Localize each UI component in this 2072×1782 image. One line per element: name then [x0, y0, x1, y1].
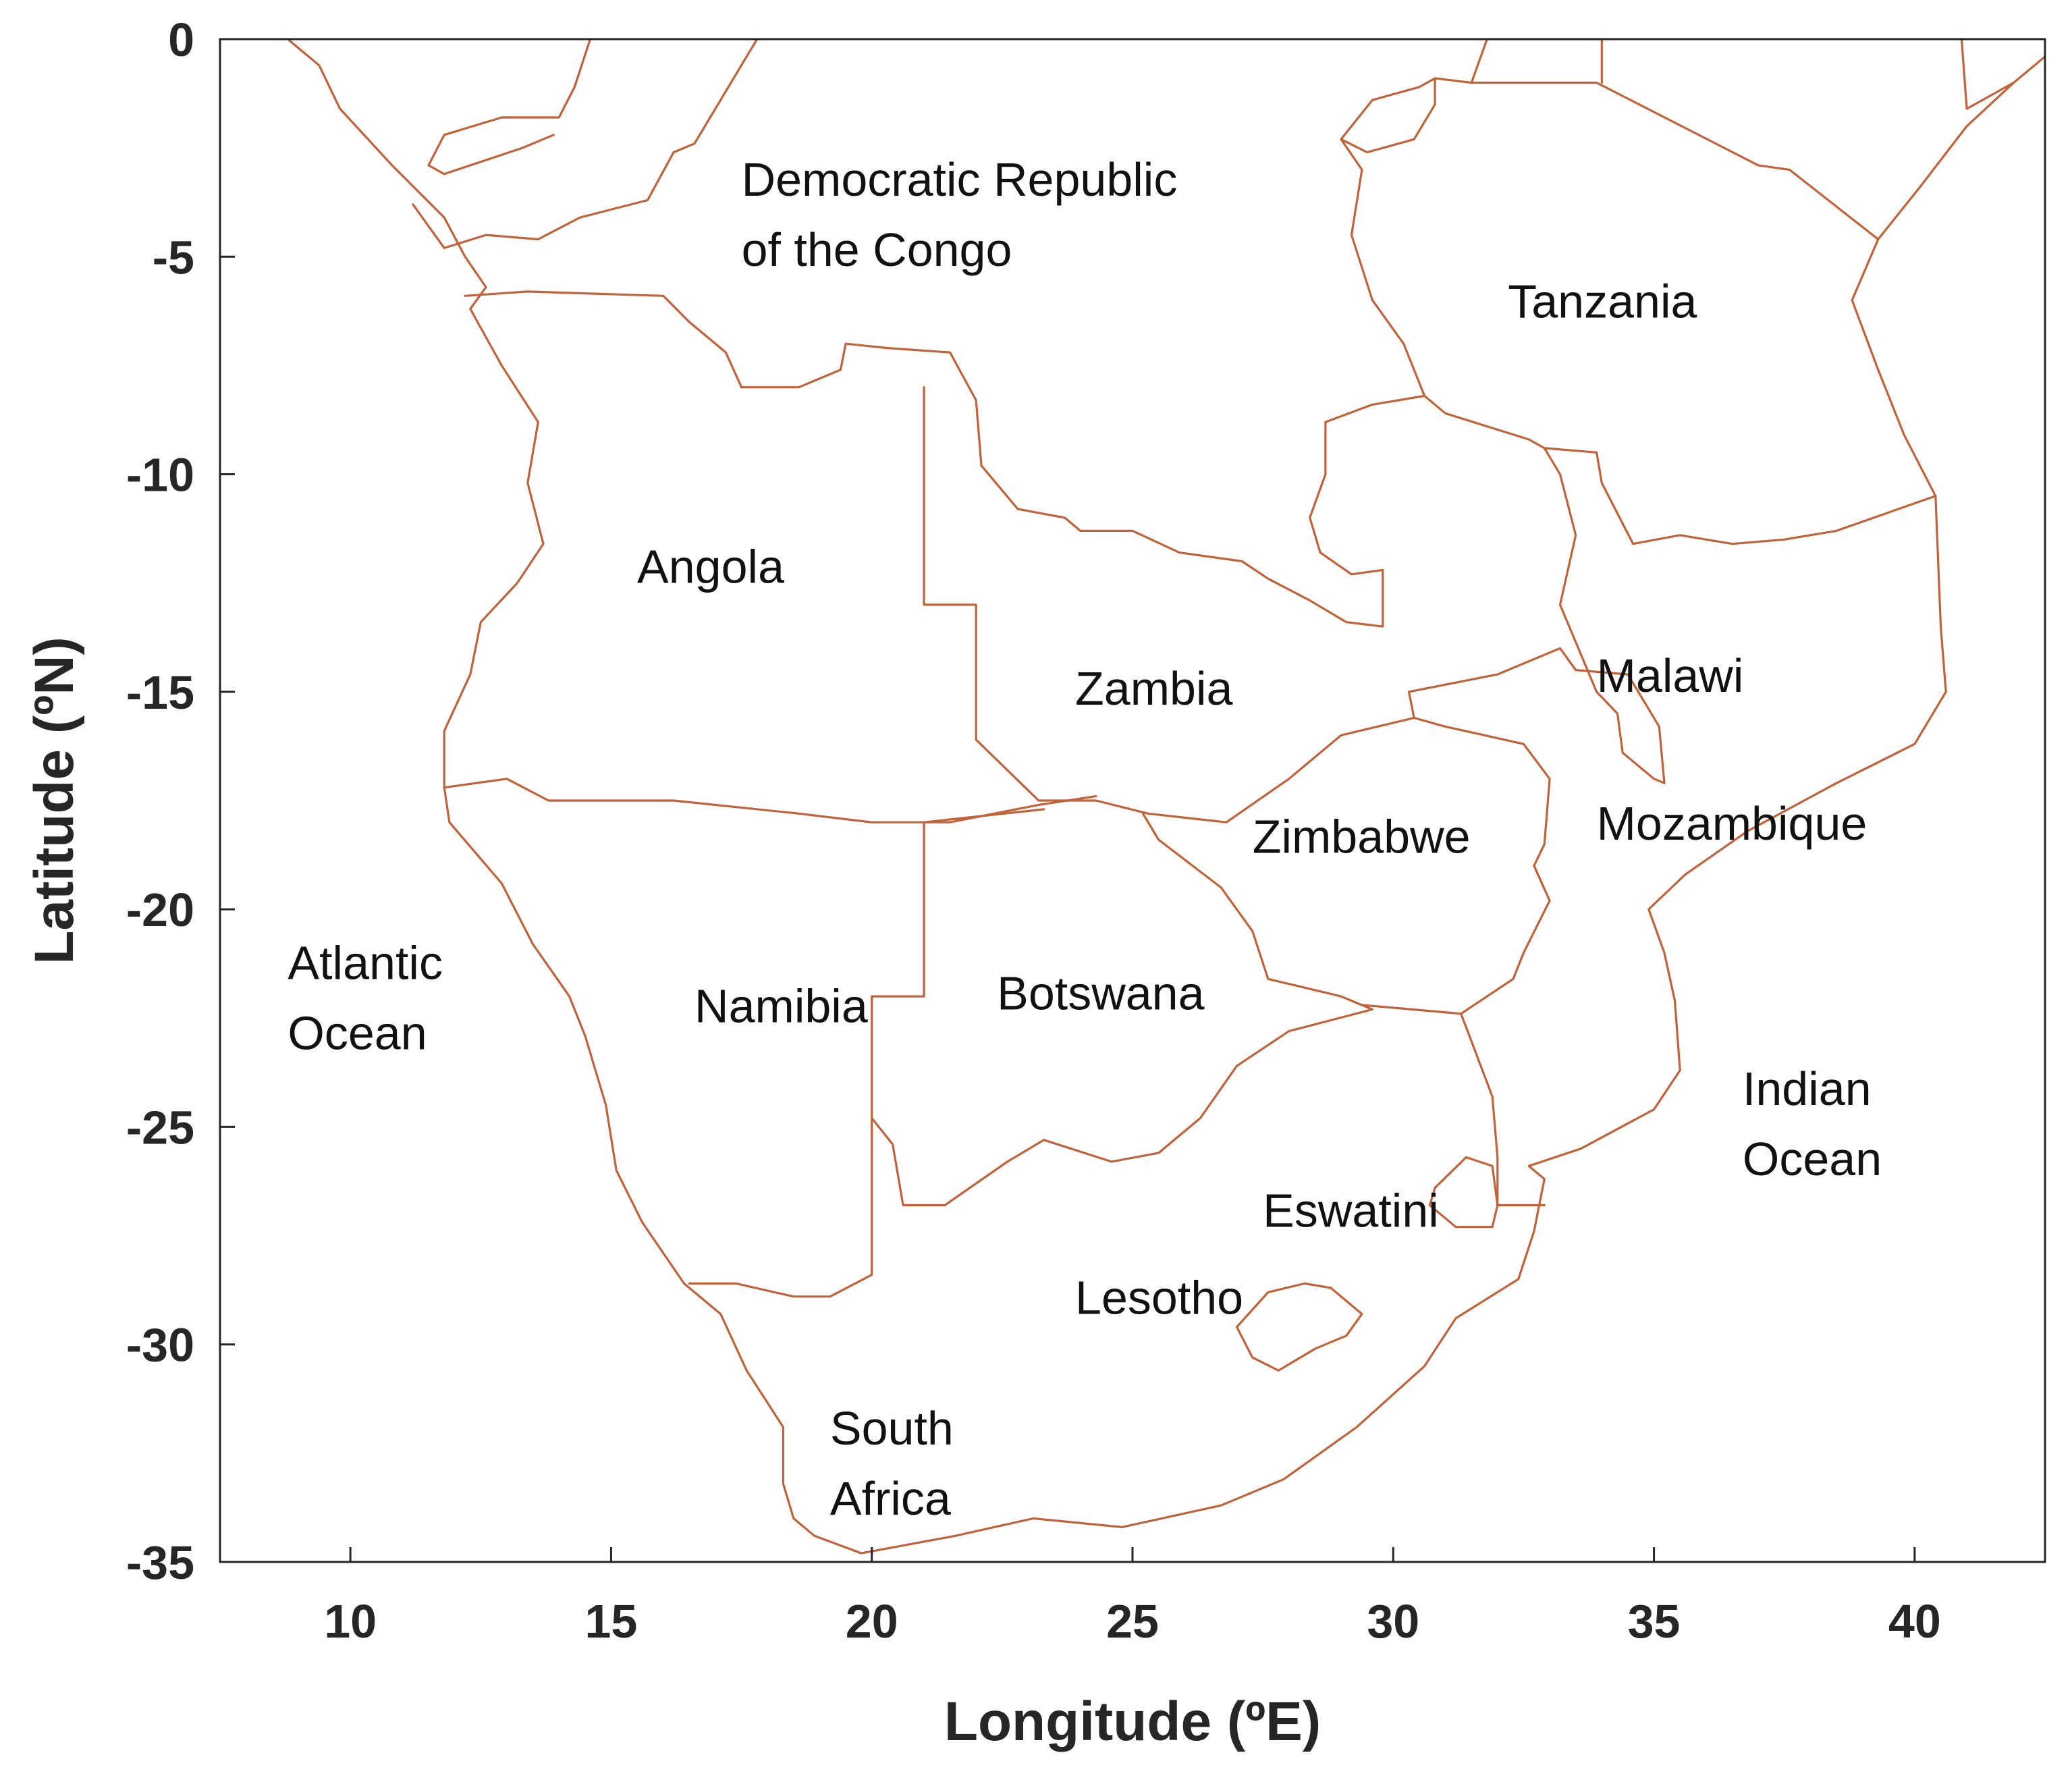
place-label-line: Eswatini — [1263, 1185, 1439, 1237]
place-label: Lesotho — [1075, 1272, 1243, 1324]
place-label-line: Indian — [1743, 1062, 1872, 1115]
x-axis-ticks: 10 15 20 25 30 35 40 — [324, 1547, 1941, 1648]
border-line — [871, 812, 1373, 1207]
x-tick-label: 20 — [846, 1595, 898, 1648]
border-line — [688, 808, 1045, 1298]
y-tick-label: -10 — [126, 449, 194, 502]
place-label: Zimbabwe — [1253, 810, 1471, 863]
place-label-line: Ocean — [1743, 1133, 1882, 1185]
border-line — [1470, 38, 1603, 84]
border-line — [1407, 447, 1937, 784]
x-tick-label: 15 — [584, 1595, 637, 1648]
place-labels: Democratic Republic of the Congo Tanzania A… — [288, 153, 1882, 1525]
y-tick-label: -20 — [126, 884, 194, 936]
place-label: Angola — [637, 541, 784, 593]
place-label-line: Africa — [830, 1472, 951, 1525]
border-line — [443, 778, 1097, 824]
border-line — [286, 38, 2046, 1555]
y-tick-label: -5 — [153, 231, 194, 284]
place-label-line: Malawi — [1597, 649, 1744, 702]
border-line — [1960, 38, 2015, 110]
border-line — [693, 38, 759, 145]
border-line — [412, 142, 696, 249]
border-line — [1413, 716, 1551, 1015]
place-label-line: Namibia — [694, 980, 868, 1033]
place-label-line: South — [830, 1402, 954, 1455]
y-tick-label: -25 — [126, 1101, 194, 1154]
x-axis-label: Longitude (ºE) — [944, 1691, 1321, 1752]
place-label: Tanzania — [1508, 275, 1697, 328]
border-line — [1361, 1004, 1546, 1207]
place-label-line: Democratic Republic — [742, 153, 1178, 206]
border-line — [1235, 1282, 1363, 1372]
x-tick-label: 35 — [1628, 1595, 1681, 1648]
border-line — [1428, 1156, 1499, 1228]
place-label-line: Angola — [637, 541, 784, 593]
place-label-line: Tanzania — [1508, 275, 1697, 328]
y-tick-label: -30 — [126, 1319, 194, 1372]
place-label-line: of the Congo — [742, 223, 1012, 276]
border-line — [923, 603, 1415, 824]
place-label: Atlantic Ocean — [288, 936, 443, 1059]
place-label: Malawi — [1597, 649, 1744, 702]
place-label: South Africa — [830, 1402, 954, 1525]
border-line — [1423, 394, 1546, 450]
y-axis-ticks: 0 -5 -10 -15 -20 -25 -30 -35 — [126, 14, 235, 1589]
y-tick-label: -35 — [126, 1536, 194, 1589]
y-tick-label: 0 — [168, 14, 194, 66]
place-label-line: Lesotho — [1075, 1272, 1243, 1324]
border-line — [427, 38, 592, 176]
y-tick-label: -15 — [126, 666, 194, 719]
place-label: Indian Ocean — [1743, 1062, 1882, 1185]
x-tick-label: 25 — [1106, 1595, 1159, 1648]
place-label-line: Botswana — [997, 967, 1204, 1019]
place-label: Eswatini — [1263, 1185, 1439, 1237]
x-tick-label: 10 — [324, 1595, 377, 1648]
x-tick-label: 30 — [1367, 1595, 1419, 1648]
place-label: Mozambique — [1597, 797, 1867, 850]
place-label: Zambia — [1075, 662, 1232, 715]
x-tick-label: 40 — [1888, 1595, 1941, 1648]
place-label-line: Mozambique — [1597, 797, 1867, 850]
border-line — [1340, 77, 1880, 398]
place-label-line: Ocean — [288, 1006, 427, 1059]
place-label-line: Zambia — [1075, 662, 1232, 715]
place-label: Botswana — [997, 967, 1204, 1019]
place-label-line: Zimbabwe — [1253, 810, 1471, 863]
y-axis-label: Latitude (ºN) — [24, 637, 85, 964]
place-label: Democratic Republic of the Congo — [742, 153, 1178, 276]
border-line — [1340, 77, 1436, 154]
country-borders — [286, 38, 2046, 1555]
place-label: Namibia — [694, 980, 868, 1033]
border-line — [464, 290, 1426, 628]
place-label-line: Atlantic — [288, 936, 443, 989]
